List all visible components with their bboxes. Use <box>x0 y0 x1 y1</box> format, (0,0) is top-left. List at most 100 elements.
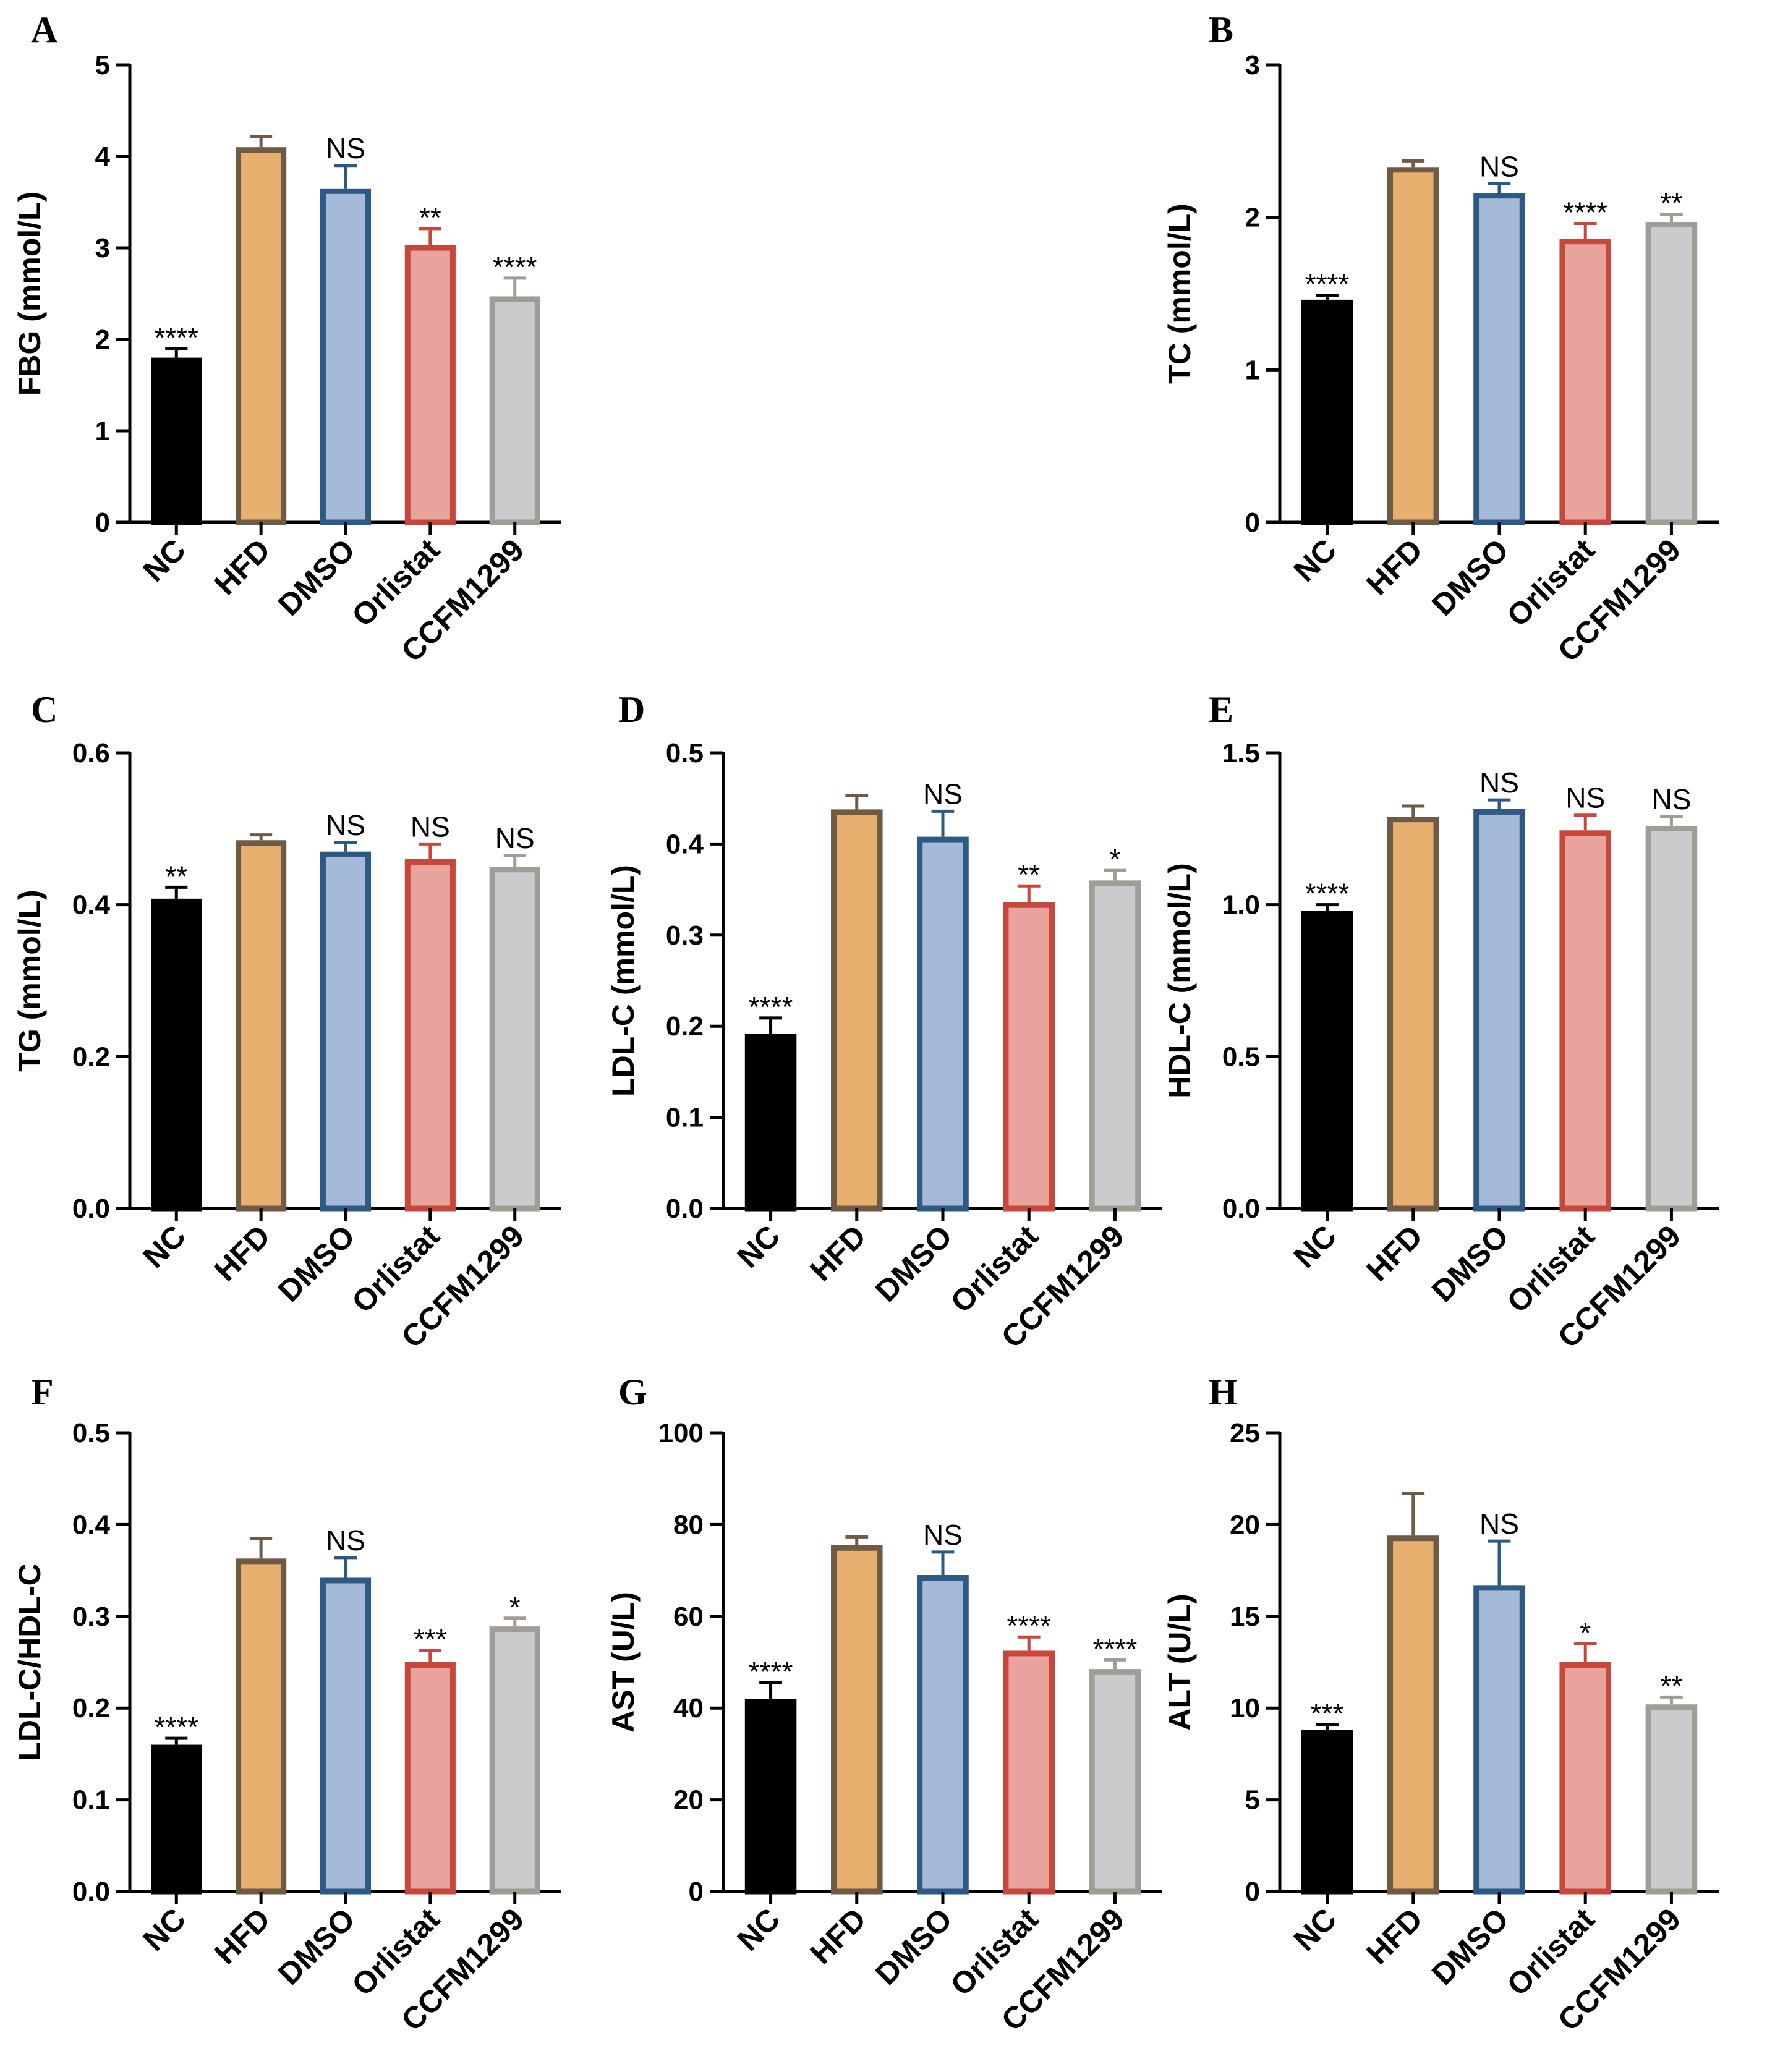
y-tick-label: 5 <box>95 50 110 80</box>
y-tick-label: 1.0 <box>1222 890 1260 920</box>
panel-c: C0.00.20.40.6TG (mmol/L)**NC HFDNSDMSONSO… <box>12 689 561 1355</box>
x-category-label: NC <box>1287 532 1343 588</box>
y-tick-label: 60 <box>673 1602 704 1632</box>
x-category-label: HFD <box>1360 532 1429 601</box>
bar-hfd <box>236 840 287 1212</box>
significance-label: ** <box>1661 1670 1683 1702</box>
bar-orlistat <box>1003 1650 1055 1895</box>
significance-label: ** <box>1661 187 1683 219</box>
y-tick-label: 1 <box>1245 355 1260 385</box>
bar-hfd <box>1387 817 1439 1212</box>
bar-ccfm1299 <box>489 1626 540 1895</box>
y-tick-label: 20 <box>673 1785 704 1815</box>
y-axis-title: TC (mmol/L) <box>1162 203 1197 384</box>
significance-label: **** <box>1007 1610 1051 1642</box>
y-tick-label: 0.0 <box>72 1877 110 1907</box>
significance-label: * <box>1580 1616 1591 1649</box>
y-tick-label: 1.5 <box>1222 738 1260 768</box>
bar-ccfm1299 <box>1645 1704 1698 1895</box>
significance-label: ** <box>1018 859 1040 891</box>
bar-hfd <box>831 809 883 1212</box>
y-axis-title: LDL-C (mmol/L) <box>606 865 641 1097</box>
x-category-label: HFD <box>803 1218 872 1288</box>
bar-orlistat <box>1559 830 1611 1212</box>
y-tick-label: 0.4 <box>72 1509 111 1540</box>
significance-label: NS <box>1479 1508 1519 1540</box>
x-category-label: HFD <box>1360 1218 1429 1288</box>
significance-label: **** <box>154 321 198 354</box>
y-tick-label: 100 <box>658 1418 704 1448</box>
bar-orlistat <box>404 859 456 1212</box>
significance-label: **** <box>1305 878 1350 910</box>
bar-nc <box>744 1033 797 1212</box>
y-tick-label: 15 <box>1230 1602 1260 1632</box>
bar-dmso <box>1473 809 1525 1212</box>
y-tick-label: 0.0 <box>666 1194 704 1224</box>
bar-dmso <box>320 1577 372 1895</box>
y-tick-label: 0 <box>689 1877 704 1907</box>
bar-orlistat <box>1559 1662 1611 1895</box>
y-tick-label: 5 <box>1245 1785 1260 1815</box>
y-tick-label: 0 <box>1245 507 1260 538</box>
bar-hfd <box>1387 1535 1439 1895</box>
y-tick-label: 0.4 <box>72 890 111 920</box>
bar-nc <box>151 1744 202 1895</box>
bar-nc <box>151 357 202 525</box>
significance-label: NS <box>923 778 963 810</box>
y-tick-label: 0.4 <box>666 829 704 859</box>
significance-label: ** <box>419 202 441 234</box>
panel-letter: G <box>618 1372 647 1412</box>
y-tick-label: 40 <box>673 1693 704 1723</box>
significance-label: **** <box>1563 197 1607 229</box>
x-category-label: NC <box>136 1218 192 1275</box>
bar-hfd <box>1387 167 1439 525</box>
significance-label: * <box>1109 843 1120 875</box>
y-tick-label: 2 <box>95 325 110 355</box>
significance-label: NS <box>326 1524 365 1556</box>
y-tick-label: 20 <box>1230 1509 1260 1540</box>
y-tick-label: 0.6 <box>72 738 110 768</box>
x-category-label: HFD <box>208 532 277 601</box>
y-tick-label: 0.1 <box>666 1103 704 1133</box>
bar-orlistat <box>404 1662 456 1895</box>
y-tick-label: 4 <box>95 142 111 172</box>
y-tick-label: 80 <box>673 1509 704 1540</box>
significance-label: ** <box>165 860 187 892</box>
y-tick-label: 0.0 <box>72 1194 110 1224</box>
panel-letter: H <box>1209 1372 1238 1412</box>
y-tick-label: 0 <box>95 507 110 538</box>
significance-label: NS <box>1651 783 1691 815</box>
bar-ccfm1299 <box>489 867 540 1212</box>
bar-ccfm1299 <box>1089 1669 1141 1895</box>
panel-letter: B <box>1209 9 1233 50</box>
significance-label: *** <box>1311 1697 1344 1730</box>
y-tick-label: 0 <box>1245 1877 1260 1907</box>
x-category-label: HFD <box>1360 1901 1429 1971</box>
bar-nc <box>1301 1730 1353 1895</box>
y-tick-label: 0.2 <box>72 1693 110 1723</box>
bar-ccfm1299 <box>1089 880 1141 1212</box>
y-tick-label: 2 <box>1245 203 1260 233</box>
x-category-label: NC <box>731 1218 787 1275</box>
bar-hfd <box>831 1545 883 1895</box>
bar-dmso <box>917 836 969 1212</box>
panel-d: D 0.0 0.1 0.2 0.3 0.4 0.5 LDL-C (mmol/L) **** NC H… <box>606 689 1162 1355</box>
significance-label: **** <box>749 1655 793 1688</box>
significance-label: NS <box>923 1519 963 1551</box>
bar-dmso <box>917 1575 969 1895</box>
bar-nc <box>151 898 202 1212</box>
significance-label: NS <box>411 810 450 843</box>
y-tick-label: 0.2 <box>666 1011 704 1042</box>
bar-dmso <box>320 188 372 525</box>
y-axis-title: AST (U/L) <box>606 1592 641 1733</box>
y-axis-title: HDL-C (mmol/L) <box>1162 863 1197 1098</box>
x-category-label: NC <box>1287 1901 1343 1958</box>
x-category-label: NC <box>136 532 192 588</box>
y-tick-label: 0.5 <box>666 738 704 768</box>
significance-label: **** <box>1305 268 1350 300</box>
y-tick-label: 10 <box>1230 1693 1260 1723</box>
